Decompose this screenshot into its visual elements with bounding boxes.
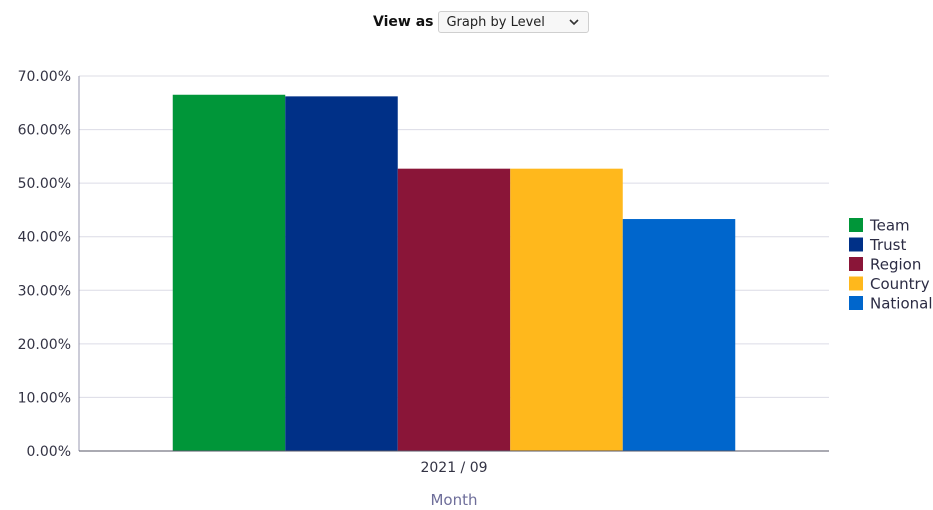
y-tick-label: 20.00% (18, 337, 71, 353)
legend-swatch-country (849, 276, 863, 291)
legend-label-country[interactable]: Country (870, 275, 930, 293)
view-as-control: View as Graph by Level (373, 10, 590, 34)
legend-label-region[interactable]: Region (870, 256, 921, 274)
y-axis-ticks: 0.00% 10.00% 20.00% 30.00% 40.00% 50.00% 60.00… (18, 69, 71, 460)
view-as-select-value: Graph by Level (446, 14, 545, 30)
bar-trust[interactable] (285, 96, 398, 451)
legend-swatch-trust (849, 237, 863, 252)
y-tick-label: 50.00% (18, 176, 71, 192)
chart-bars (172, 94, 736, 451)
bar-national[interactable] (622, 219, 736, 451)
y-tick-label: 70.00% (18, 69, 71, 85)
legend-label-trust[interactable]: Trust (869, 236, 906, 254)
legend-label-team[interactable]: Team (869, 217, 910, 235)
bar-region[interactable] (397, 168, 511, 451)
legend-label-national[interactable]: National (870, 295, 933, 313)
legend-swatch-national (849, 296, 863, 310)
chevron-down-icon (569, 19, 580, 26)
y-tick-label: 30.00% (18, 283, 71, 299)
bar-team[interactable] (172, 94, 286, 451)
view-as-select[interactable]: Graph by Level (438, 11, 590, 33)
x-category-label: 2021 / 09 (420, 460, 487, 476)
y-tick-label: 40.00% (18, 230, 71, 246)
bar-country[interactable] (510, 168, 623, 451)
legend-swatch-team (849, 218, 863, 232)
x-axis-categories: 2021 / 09 (420, 460, 487, 476)
y-tick-label: 60.00% (18, 123, 71, 139)
x-axis-title: Month (430, 491, 477, 509)
y-tick-label: 10.00% (18, 390, 71, 406)
y-tick-label: 0.00% (27, 444, 71, 460)
chart-axes (78, 76, 829, 452)
view-as-label: View as (373, 14, 434, 30)
legend-swatch-region (849, 257, 863, 271)
